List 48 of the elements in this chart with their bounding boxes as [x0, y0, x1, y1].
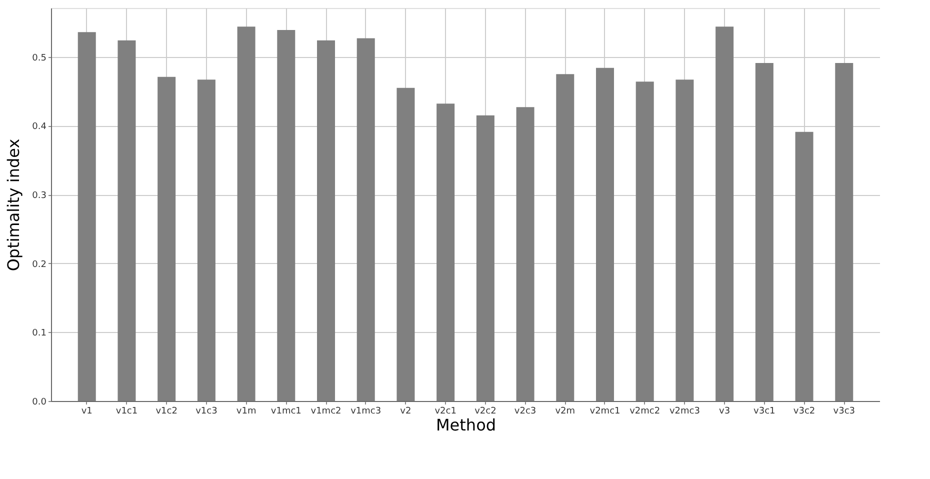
- x-tick-label: v1mc1: [270, 406, 302, 416]
- x-tick-label: v1c2: [156, 406, 178, 416]
- y-tick-label: 0.3: [32, 191, 46, 202]
- bar: [317, 40, 336, 401]
- x-tick-label: v2m: [555, 406, 576, 416]
- bar: [277, 30, 296, 401]
- x-tick-label: v1mc3: [350, 406, 382, 416]
- x-tick-label: v2c1: [434, 406, 456, 416]
- x-tick-label: v3c2: [793, 406, 816, 416]
- y-tick-label: 0.1: [32, 328, 46, 339]
- bar: [197, 80, 216, 401]
- x-tick-label: v2mc2: [630, 406, 660, 416]
- y-tick-label: 0.5: [32, 53, 46, 64]
- y-tick-label: 0.0: [32, 398, 47, 408]
- bar: [436, 104, 455, 401]
- bar: [118, 40, 136, 401]
- bar: [676, 80, 694, 401]
- bar: [556, 74, 574, 401]
- x-tick-label: v1mc2: [310, 406, 342, 416]
- x-tick-label: v2: [400, 406, 412, 416]
- bar: [716, 26, 734, 401]
- x-tick-label: v3c3: [833, 406, 855, 416]
- x-tick-label: v2mc3: [669, 406, 700, 416]
- bar: [835, 63, 854, 401]
- x-tick-label: v1c1: [116, 406, 138, 416]
- bar: [596, 68, 614, 401]
- bar: [356, 38, 375, 401]
- x-tick-label: v2c3: [514, 406, 536, 416]
- x-tick-label: v2mc1: [590, 406, 620, 416]
- x-tick-label: v3: [719, 406, 730, 416]
- x-tick-label: v2c2: [474, 406, 496, 416]
- y-tick-label: 0.2: [32, 260, 46, 270]
- bar: [516, 107, 534, 401]
- x-tick-label: v1c3: [196, 406, 218, 416]
- x-tick-label: v1m: [236, 406, 256, 416]
- bar: [636, 82, 654, 401]
- bar: [755, 63, 774, 401]
- bar: [795, 132, 814, 401]
- bar: [78, 32, 96, 401]
- bar: [476, 115, 494, 401]
- bar: [158, 76, 176, 401]
- x-axis-title: Method: [436, 416, 496, 434]
- x-tick-label: v3c1: [754, 406, 776, 416]
- bar: [237, 26, 256, 401]
- bar: [396, 88, 415, 401]
- x-tick-label: v1: [81, 406, 92, 416]
- y-axis-title: Optimality index: [4, 138, 24, 272]
- y-tick-label: 0.4: [32, 122, 47, 132]
